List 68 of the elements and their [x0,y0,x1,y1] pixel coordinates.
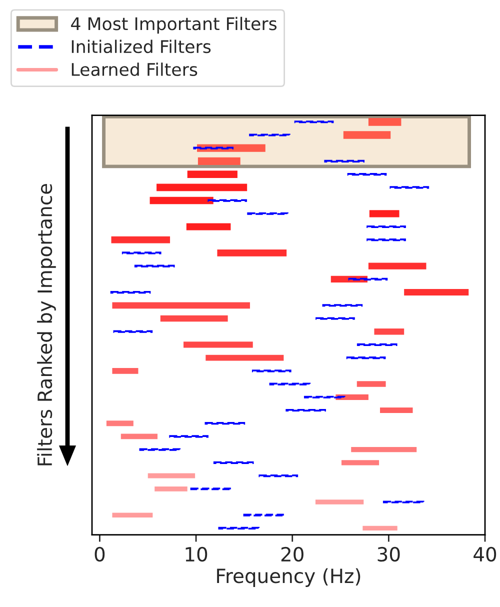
bar [324,160,365,163]
legend-label: Learned Filters [72,62,198,76]
bar [218,526,260,530]
bar [190,488,233,490]
bar [148,473,196,478]
bar [362,526,398,531]
bar [169,435,208,438]
bar [258,474,298,478]
bar [356,381,386,387]
bar [374,328,404,335]
x-tick-label: 10 [186,546,208,562]
bar [134,264,175,268]
bar [156,184,248,192]
bar [351,446,417,452]
bar [187,170,238,178]
bar [184,342,253,348]
bar [204,422,246,425]
bar [347,173,387,176]
bar [356,343,398,346]
bar [322,304,363,307]
bar [366,225,406,228]
bar [380,407,413,414]
bar [368,262,426,270]
bar [243,514,286,516]
bar [382,500,424,504]
bar [213,461,254,464]
bar [252,370,292,372]
bar [186,223,231,230]
bar [206,354,284,361]
x-tick-label: 20 [281,546,304,562]
bar [111,236,170,244]
x-tick-label: 40 [474,546,496,562]
bar [341,460,380,466]
bar [294,120,334,124]
bar [390,186,430,189]
bar [346,356,386,360]
bar [112,368,138,374]
bar [404,289,469,296]
bar [160,315,228,322]
legend-label: Initialized Filters [72,40,211,54]
bar [286,408,326,412]
bar [150,196,214,204]
y-axis-title: Filters Ranked by Importance [37,184,56,466]
bar [366,238,406,242]
text: 4 Most Important Filters [71,16,277,34]
x-axis-title: Frequency (Hz) [217,568,360,587]
bar [113,330,153,333]
bar [122,252,162,254]
bar [343,131,391,139]
bar [316,317,355,320]
bar [120,434,158,440]
bar [269,382,311,386]
x-tick-label: 0 [94,546,105,562]
bar [193,146,234,150]
bar [112,302,250,309]
bar [348,278,388,280]
bar [249,134,290,136]
bar [106,420,134,426]
x-tick-label: 30 [378,546,400,562]
bar [217,250,287,256]
bar [247,212,288,215]
bar [154,486,188,492]
bar [208,199,248,202]
bar [198,157,240,165]
bar [304,396,346,398]
bar [139,448,181,451]
bar [369,210,400,218]
bar [110,290,151,294]
